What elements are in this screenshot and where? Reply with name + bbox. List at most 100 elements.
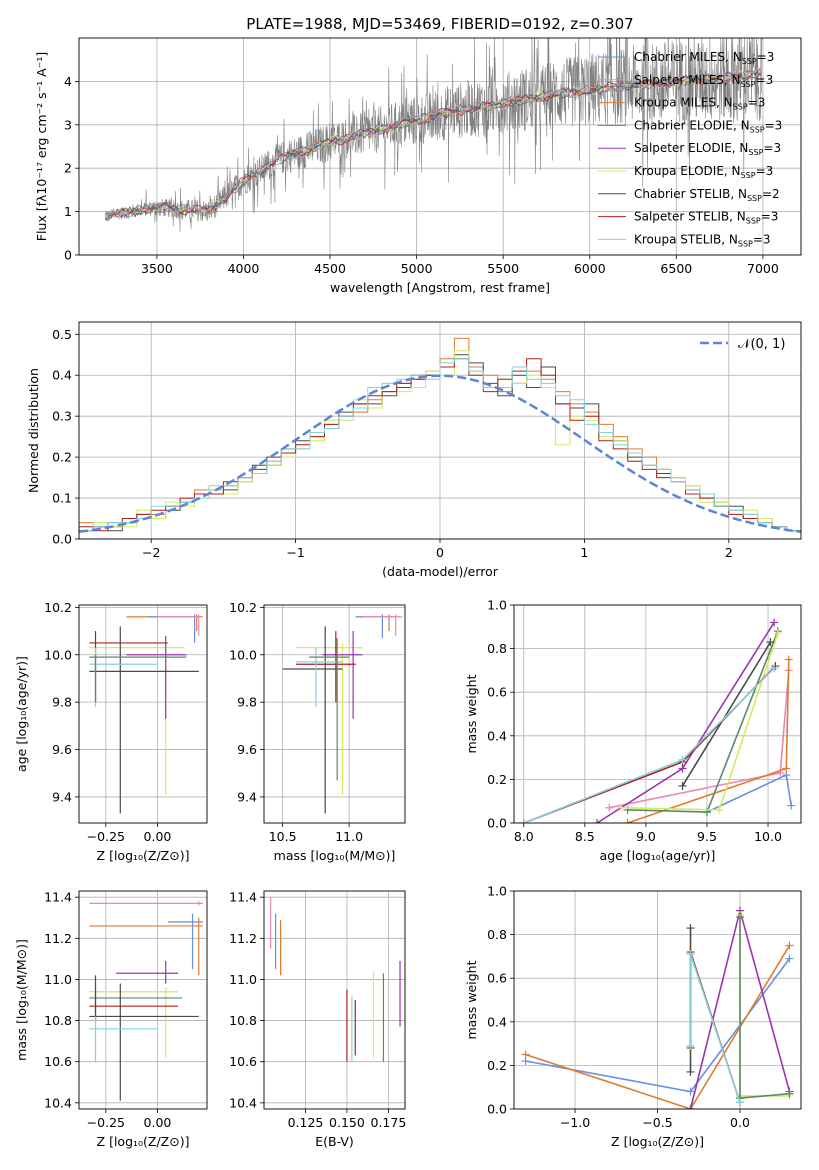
point-marker (686, 1105, 695, 1109)
y-tick-label: 0.8 (487, 641, 507, 656)
point-marker (770, 618, 779, 627)
x-tick-label: 0.175 (371, 1115, 407, 1130)
y-tick-label: 0.6 (487, 685, 507, 700)
legend-value: =3 (756, 73, 774, 87)
axes-frame (78, 37, 802, 256)
point-marker (521, 1050, 530, 1059)
y-tick-label: 0.0 (487, 816, 507, 831)
point-marker (773, 629, 782, 638)
age-vs-metallicity-panel: −0.25 0.00 9.4 9.6 9.8 10.0 10.2 Z [log₁₀(Z/Z⊙)… (14, 600, 208, 863)
x-tick-label: 8.0 (514, 829, 534, 844)
point-marker (686, 1087, 695, 1096)
point-marker (785, 954, 794, 963)
x-tick-label: 11.0 (335, 829, 363, 844)
y-tick-label: 10.2 (229, 600, 257, 615)
y-tick-label: 0.2 (52, 450, 72, 465)
series-line-chabrier-elodie (627, 630, 779, 813)
y-tick-label: 9.4 (237, 789, 257, 804)
y-tick-label: 10.0 (229, 647, 257, 662)
x-tick-label: −2 (142, 545, 160, 560)
y-tick-label: 1 (64, 204, 72, 219)
y-axis-label: mass [log₁₀(M/M⊙)] (14, 939, 29, 1061)
point-marker (605, 803, 614, 812)
x-tick-label: 6500 (660, 261, 692, 276)
y-tick-label: 9.8 (52, 695, 72, 710)
legend-entry: Chabrier STELIB, NSSP=2 (634, 187, 780, 203)
axes-frame (78, 890, 208, 1110)
model-line-chabrier-miles (104, 71, 762, 220)
y-tick-label: 10.0 (44, 647, 72, 662)
x-tick-label: 1 (580, 545, 588, 560)
x-tick-label: −1 (286, 545, 304, 560)
legend-entry: Chabrier MILES, NSSP=3 (634, 50, 774, 66)
y-axis-label: age [log₁₀(age/yr)] (14, 656, 29, 772)
x-tick-label: 2 (725, 545, 733, 560)
legend-entry: Kroupa ELODIE, NSSP=3 (634, 164, 773, 180)
legend-entry: Salpeter MILES, NSSP=3 (634, 73, 773, 89)
x-tick-label: 0.00 (144, 1115, 172, 1130)
legend-value: =3 (765, 118, 783, 132)
legend-value: =3 (753, 232, 771, 246)
y-tick-label: 11.2 (44, 931, 72, 946)
axes-frame (513, 604, 802, 824)
legend-subscript: SSP (747, 194, 762, 203)
x-tick-label: 5500 (487, 261, 519, 276)
legend-subscript: SSP (748, 148, 763, 157)
massweight-vs-metallicity-panel: −1.0 −0.5 0.0 0.0 0.2 0.4 0.6 0.8 1.0 Z [log₁₀(Z/… (464, 884, 802, 1149)
x-tick-label: 5000 (401, 261, 433, 276)
point-marker (617, 803, 626, 812)
point-marker (784, 655, 793, 664)
y-tick-label: 2 (64, 161, 72, 176)
x-axis-label: Z [log₁₀(Z/Z⊙)] (97, 848, 190, 863)
y-tick-label: 0.6 (487, 971, 507, 986)
y-tick-label: 11.0 (229, 972, 257, 987)
point-marker (785, 1089, 794, 1098)
legend-subscript: SSP (738, 239, 753, 248)
x-axis-label: E(B-V) (315, 1134, 354, 1149)
mass-vs-metallicity-panel: −0.25 0.00 10.4 10.6 10.8 11.0 11.2 11.4 Z [log₁… (14, 890, 208, 1149)
y-tick-label: 0.3 (52, 409, 72, 424)
y-tick-label: 9.6 (52, 742, 72, 757)
spectrum-panel: 3500 4000 4500 5000 5500 6000 6500 7000 0 1 2 3 4 wav… (34, 37, 802, 295)
y-tick-label: 0 (64, 248, 72, 263)
y-tick-label: 10.4 (44, 1095, 72, 1110)
legend-value: =2 (762, 187, 780, 201)
axes-frame (78, 604, 208, 824)
x-tick-label: 7000 (747, 261, 779, 276)
legend-entry: 𝒩(0, 1) (738, 337, 785, 352)
axes-frame (78, 321, 802, 540)
x-tick-label: 0.125 (288, 1115, 324, 1130)
point-marker (678, 755, 687, 764)
x-tick-label: 3500 (141, 261, 173, 276)
model-line-chabrier-stelib (104, 71, 762, 221)
mass-vs-extinction-panel: 0.125 0.150 0.175 10.4 10.6 10.8 11.0 11.2 11.4 E… (229, 890, 406, 1149)
x-tick-label: 0.00 (144, 829, 172, 844)
point-marker (787, 801, 796, 810)
point-marker (735, 913, 744, 922)
x-axis-label: Z [log₁₀(Z/Z⊙)] (97, 1134, 190, 1149)
legend-value: =3 (748, 96, 766, 110)
y-tick-label: 9.8 (237, 695, 257, 710)
figure-title: PLATE=1988, MJD=53469, FIBERID=0192, z=0… (246, 15, 633, 33)
series-line-kroupa-elodie (739, 915, 790, 1097)
y-tick-label: 10.4 (229, 1095, 257, 1110)
legend-subscript: SSP (741, 80, 756, 89)
y-tick-label: 0.0 (52, 532, 72, 547)
legend-entry: Kroupa MILES, NSSP=3 (634, 96, 765, 112)
point-marker (686, 1067, 695, 1076)
x-tick-label: −1.0 (560, 1115, 590, 1130)
y-tick-label: 10.6 (229, 1054, 257, 1069)
model-line-kroupa-stelib (104, 68, 762, 218)
legend-entry: Chabrier ELODIE, NSSP=3 (634, 118, 782, 134)
y-tick-label: 0.1 (52, 491, 72, 506)
point-marker (686, 950, 695, 959)
x-axis-label: age [log₁₀(age/yr)] (600, 848, 716, 863)
legend-value: =3 (756, 164, 774, 178)
legend-value: =3 (763, 141, 781, 155)
y-tick-label: 10.8 (229, 1013, 257, 1028)
axes-frame (263, 890, 406, 1110)
y-tick-label: 0.8 (487, 927, 507, 942)
y-tick-label: 1.0 (487, 598, 507, 613)
legend-entry: Salpeter STELIB, NSSP=3 (634, 210, 778, 226)
